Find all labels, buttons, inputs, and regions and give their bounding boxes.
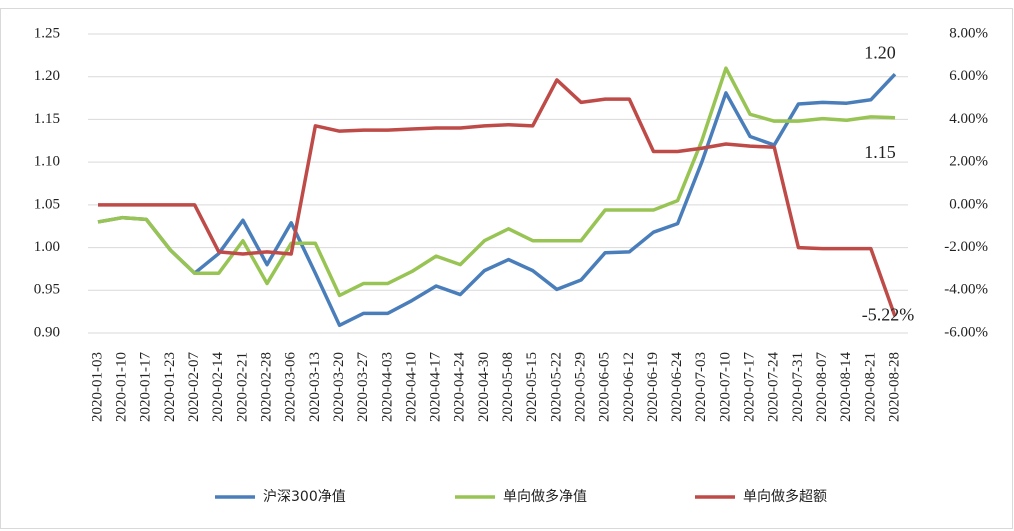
x-tick-label: 2020-02-21 [234, 352, 250, 422]
line [97, 66, 896, 298]
x-tick-label: 2020-03-13 [307, 352, 323, 422]
x-tick-label: 2020-05-15 [524, 352, 540, 422]
line [98, 78, 897, 317]
x-tick-label: 2020-04-17 [428, 352, 444, 422]
annotation: 1.15 [864, 142, 896, 162]
y2-tick-label: 2.00% [949, 154, 988, 170]
frame [0, 8, 1013, 529]
y-tick-label: 1.05 [34, 196, 60, 212]
x-tick-label: 2020-07-03 [693, 352, 709, 422]
y2-tick-label: 4.00% [949, 111, 988, 127]
y-tick-label: 0.95 [34, 282, 60, 298]
x-tick-label: 2020-07-17 [742, 352, 758, 422]
y2-tick-label: -2.00% [944, 239, 988, 255]
x-tick-label: 2020-05-08 [500, 352, 516, 422]
y-tick-label: 1.00 [34, 239, 60, 255]
y-tick-label: 1.10 [34, 154, 60, 170]
x-tick-label: 2020-07-10 [717, 352, 733, 422]
x-tick-label: 2020-05-29 [572, 352, 588, 422]
annotation: 1.20 [864, 42, 896, 62]
x-tick-label: 2020-08-21 [862, 352, 878, 422]
annotation: -5.22% [862, 304, 915, 324]
x-tick-label: 2020-02-14 [210, 352, 226, 422]
x-tick-label: 2020-07-24 [766, 352, 782, 422]
y-tick-label: 1.25 [34, 25, 60, 41]
x-tick-label: 2020-07-31 [790, 352, 806, 422]
x-tick-label: 2020-03-27 [355, 352, 371, 422]
y2-tick-label: 8.00% [949, 25, 988, 41]
x-tick-label: 2020-06-19 [645, 352, 661, 422]
x-tick-label: 2020-08-14 [838, 352, 854, 422]
y-tick-label: 1.20 [34, 68, 60, 84]
x-tick-label: 2020-02-28 [258, 352, 274, 422]
legend-label: 单向做多净值 [503, 488, 587, 505]
x-tick-label: 2020-03-06 [283, 352, 299, 422]
y2-tick-label: -4.00% [944, 282, 988, 298]
x-tick-label: 2020-04-24 [452, 352, 468, 422]
y2-tick-label: 6.00% [949, 68, 988, 84]
x-tick-label: 2020-06-24 [669, 352, 685, 422]
x-tick-label: 2020-04-10 [403, 352, 419, 422]
y-tick-label: 0.90 [34, 324, 60, 340]
x-tick-label: 2020-01-23 [162, 352, 178, 422]
x-tick-label: 2020-08-28 [886, 352, 902, 422]
x-tick-label: 2020-06-05 [597, 352, 613, 422]
y-tick-label: 1.15 [34, 111, 60, 127]
x-tick-label: 2020-01-17 [138, 352, 154, 422]
x-tick-label: 2020-05-22 [548, 352, 564, 422]
line [97, 72, 897, 328]
y2-tick-label: -6.00% [944, 324, 988, 340]
x-tick-label: 2020-08-07 [814, 352, 830, 422]
legend-label: 单向做多超额 [743, 488, 827, 505]
y2-tick-label: 0.00% [949, 196, 988, 212]
x-tick-label: 2020-04-03 [379, 352, 395, 422]
x-tick-label: 2020-01-03 [89, 352, 105, 422]
legend-label: 沪深300净值 [263, 489, 346, 505]
x-tick-label: 2020-06-12 [621, 352, 637, 422]
x-tick-label: 2020-02-07 [186, 352, 202, 422]
x-tick-label: 2020-04-30 [476, 352, 492, 422]
x-tick-label: 2020-03-20 [331, 352, 347, 422]
x-tick-label: 2020-01-10 [114, 352, 130, 422]
